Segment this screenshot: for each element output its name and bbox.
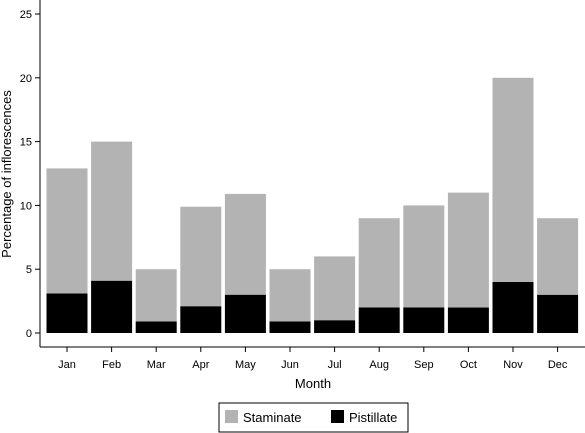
bar-staminate-nov [492, 77, 534, 282]
bar-pistillate-may [224, 294, 266, 333]
x-ticks: Jan Feb Mar Apr May Jun Jul Aug Sep Oct Nov Dec [58, 347, 568, 371]
bar-staminate-feb [91, 141, 133, 281]
y-tick-label: 20 [20, 73, 32, 85]
bar-staminate-jun [269, 269, 311, 322]
x-tick-label: Jul [328, 359, 342, 371]
x-tick-label: Mar [147, 359, 166, 371]
bar-staminate-may [224, 193, 266, 295]
legend-box [218, 402, 409, 433]
y-ticks: 0 5 10 15 20 25 [20, 9, 40, 340]
x-tick-label: Jun [281, 359, 299, 371]
bar-staminate-apr [180, 206, 222, 307]
x-axis-title: Month [295, 376, 331, 391]
y-tick-label: 0 [26, 328, 32, 340]
bar-pistillate-feb [91, 280, 133, 333]
x-tick-label: Dec [548, 359, 568, 371]
bar-staminate-oct [447, 192, 489, 308]
bar-pistillate-oct [447, 307, 489, 333]
legend-label-staminate: Staminate [243, 410, 302, 425]
x-tick-label: Oct [460, 359, 477, 371]
bars-layer [46, 77, 579, 333]
x-tick-label: Nov [503, 359, 523, 371]
x-tick-label: Apr [192, 359, 209, 371]
y-axis-title: Percentage of inflorescences [0, 90, 14, 258]
bar-pistillate-jul [314, 320, 356, 333]
bar-staminate-sep [403, 205, 445, 308]
x-tick-label: Aug [369, 359, 389, 371]
bar-pistillate-aug [358, 307, 400, 333]
y-tick-label: 5 [26, 264, 32, 276]
x-tick-label: Sep [414, 359, 434, 371]
bar-staminate-jul [314, 256, 356, 321]
y-tick-label: 25 [20, 9, 32, 21]
axes-layer [39, 0, 585, 348]
bar-staminate-aug [358, 218, 400, 308]
bar-pistillate-sep [403, 307, 445, 333]
bar-pistillate-mar [135, 321, 177, 333]
bar-pistillate-nov [492, 282, 534, 333]
y-tick-label: 10 [20, 200, 32, 212]
bar-staminate-mar [135, 269, 177, 322]
bar-pistillate-jun [269, 321, 311, 333]
bar-staminate-jan [46, 168, 88, 294]
bar-pistillate-apr [180, 306, 222, 333]
bar-staminate-dec [537, 218, 579, 295]
x-tick-label: Feb [102, 359, 121, 371]
legend-label-pistillate: Pistillate [349, 410, 397, 425]
y-tick-label: 15 [20, 137, 32, 149]
legend-swatch-staminate [225, 410, 238, 423]
x-tick-label: May [235, 359, 256, 371]
bar-pistillate-dec [537, 294, 579, 333]
legend: Staminate Pistillate [218, 402, 409, 433]
bar-pistillate-jan [46, 293, 88, 333]
legend-swatch-pistillate [331, 410, 344, 423]
x-tick-label: Jan [58, 359, 76, 371]
